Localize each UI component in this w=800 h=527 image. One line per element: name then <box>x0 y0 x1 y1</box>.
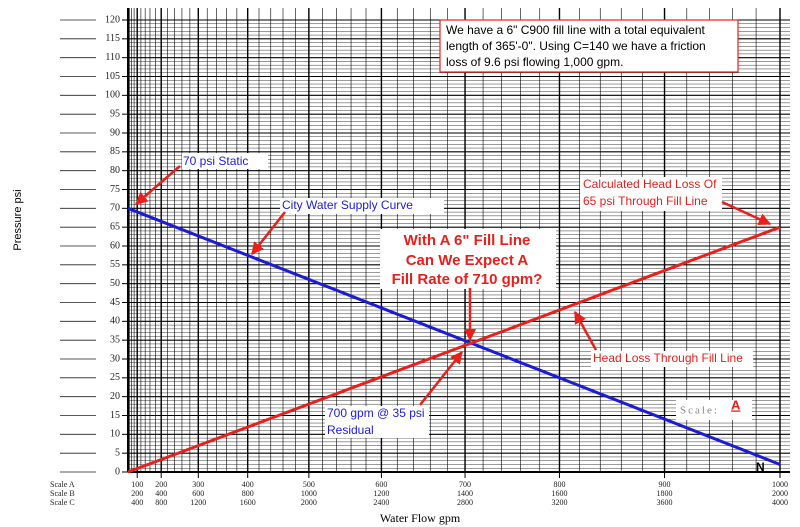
scale-word: Scale: <box>680 405 719 417</box>
scale-label: 800 <box>155 498 167 507</box>
y-tick-label: 25 <box>110 372 120 383</box>
scale-label: 2000 <box>301 498 317 507</box>
series-line <box>127 206 781 466</box>
scale-name: Scale A <box>50 480 75 489</box>
head-loss-label: Head Loss Through Fill Line <box>593 351 743 365</box>
y-tick-label: 40 <box>110 316 120 327</box>
y-tick-label: 75 <box>110 184 120 195</box>
label-bg <box>280 198 444 214</box>
label-bg <box>580 177 722 211</box>
x-tick-label: 400 <box>242 480 254 489</box>
static-label: 70 psi Static <box>183 154 248 168</box>
y-tick-label: 85 <box>110 146 120 157</box>
arrows <box>135 165 772 406</box>
y-tick-label: 110 <box>105 52 120 63</box>
y-tick-label: 45 <box>110 297 120 308</box>
y-tick-label: 10 <box>110 429 120 440</box>
y-axis-label: Pressure psi <box>12 189 24 250</box>
arrow <box>419 351 463 406</box>
y-tick-label: 105 <box>105 71 120 82</box>
y-tick-label: 100 <box>105 90 120 101</box>
y-tick-label: 15 <box>110 410 120 421</box>
label-bg <box>591 351 753 367</box>
label-bg <box>676 400 752 420</box>
question-line: Can We Expect A <box>406 252 529 269</box>
data <box>127 206 781 474</box>
series-line <box>127 225 781 474</box>
y-tick-label: 65 <box>110 221 120 232</box>
y-tick-label: 90 <box>110 127 120 138</box>
calc-line: 65 psi Through Fill Line <box>583 194 708 208</box>
scale-letter: A <box>731 397 741 412</box>
calc-line: Calculated Head Loss Of <box>583 177 717 191</box>
scale-name: Scale C <box>50 498 75 507</box>
scale-label: 1200 <box>190 498 206 507</box>
y-tick-label: 5 <box>115 447 120 458</box>
scale-label: 400 <box>155 489 167 498</box>
y-tick-label: 115 <box>105 33 120 44</box>
x-tick-label: 800 <box>553 480 565 489</box>
scale-label: 1600 <box>240 498 256 507</box>
x-tick-label: 900 <box>659 480 671 489</box>
scale-label: 200 <box>131 489 143 498</box>
y-tick-label: 0 <box>115 466 120 477</box>
residual-line: 700 gpm @ 35 psi <box>327 406 425 420</box>
n-label: N <box>756 460 765 474</box>
y-tick-label: 50 <box>110 278 120 289</box>
residual-line: Residual <box>327 423 374 437</box>
x-tick-label: 100 <box>131 480 143 489</box>
label-bg <box>182 153 268 169</box>
arrow <box>721 200 772 226</box>
label-bg <box>325 406 429 438</box>
y-tick-label: 30 <box>110 353 120 364</box>
scale-label: 1800 <box>657 489 673 498</box>
scale-label: 2400 <box>373 498 389 507</box>
scale-label: 2800 <box>457 498 473 507</box>
scale-name: Scale B <box>50 489 75 498</box>
scale-label: 2000 <box>772 489 788 498</box>
arrow <box>251 211 286 255</box>
label-bg <box>380 229 556 289</box>
x-tick-label: 200 <box>155 480 167 489</box>
note-box <box>439 19 739 73</box>
x-tick-label: 500 <box>303 480 315 489</box>
y-tick-label: 80 <box>110 165 120 176</box>
scale-label: 800 <box>242 489 254 498</box>
x-tick-label: 1000 <box>772 480 788 489</box>
supply-label: City Water Supply Curve <box>282 198 413 212</box>
scale-label: 3600 <box>657 498 673 507</box>
y-tick-label: 60 <box>110 240 120 251</box>
y-tick-label: 120 <box>105 14 120 25</box>
x-tick-label: 300 <box>192 480 204 489</box>
question-line: With A 6" Fill Line <box>404 232 531 249</box>
scale-label: 1000 <box>301 489 317 498</box>
scale-label: 1600 <box>551 489 567 498</box>
note-line: length of 365'-0". Using C=140 we have a… <box>446 39 706 53</box>
question-line: Fill Rate of 710 gpm? <box>392 271 543 288</box>
x-tick-label: 600 <box>375 480 387 489</box>
arrow <box>573 310 598 351</box>
note-line: We have a 6" C900 fill line with a total… <box>446 23 706 37</box>
y-tick-label: 95 <box>110 108 120 119</box>
scale-label: 3200 <box>551 498 567 507</box>
x-tick-label: 700 <box>459 480 471 489</box>
y-tick-label: 70 <box>110 203 120 214</box>
y-tick-label: 35 <box>110 334 120 345</box>
y-tick-label: 55 <box>110 259 120 270</box>
note-line: loss of 9.6 psi flowing 1,000 gpm. <box>446 55 623 69</box>
scale-label: 600 <box>192 489 204 498</box>
arrow <box>135 165 181 205</box>
y-tick-label: 20 <box>110 391 120 402</box>
scale-label: 1200 <box>373 489 389 498</box>
x-axis-label: Water Flow gpm <box>380 511 461 525</box>
scale-label: 1400 <box>457 489 473 498</box>
scale-label: 400 <box>131 498 143 507</box>
scale-label: 4000 <box>772 498 788 507</box>
